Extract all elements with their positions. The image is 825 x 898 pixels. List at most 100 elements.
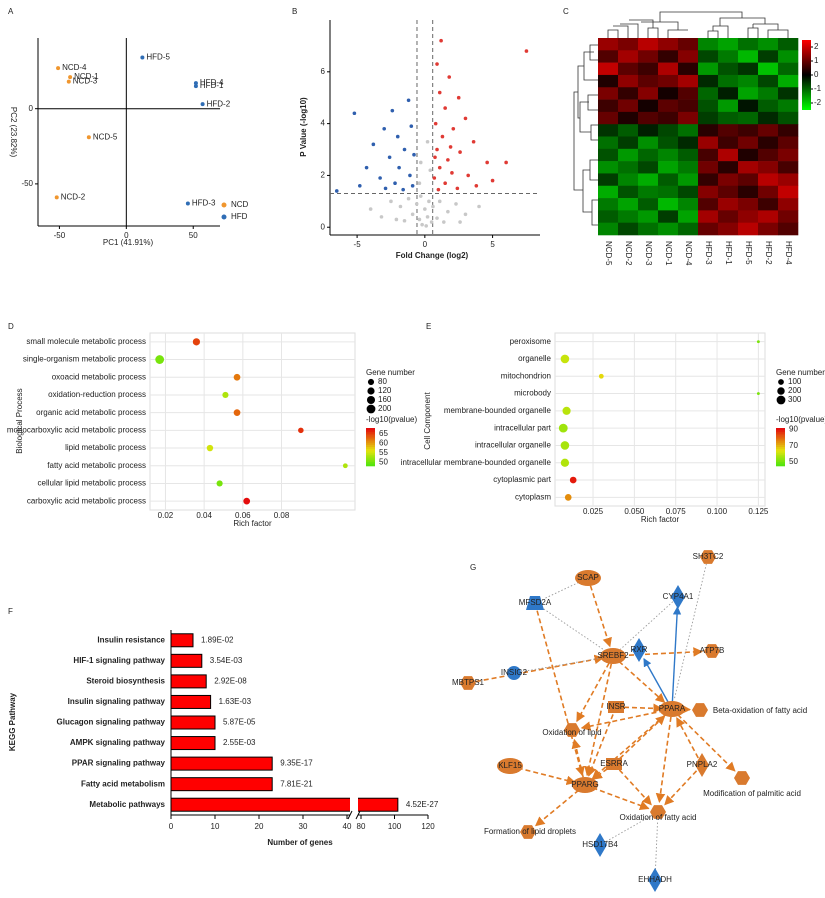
point: [431, 204, 435, 209]
column-label: HFD-5: [744, 241, 753, 265]
node: [497, 758, 523, 774]
point: [485, 160, 489, 165]
pvalue-label: 5.87E-05: [223, 718, 256, 727]
node: [700, 550, 716, 564]
heat-cell: [738, 124, 759, 137]
point: [140, 55, 145, 60]
point-label: HFD-5: [146, 53, 170, 62]
heat-cell: [758, 185, 779, 199]
point: [429, 220, 434, 224]
heat-cell: [658, 99, 679, 113]
pvalue-label: 2.92E-08: [214, 676, 247, 685]
point: [477, 204, 481, 209]
category-label: oxidation-reduction process: [48, 390, 146, 399]
heat-cell: [678, 185, 699, 199]
heat-cell: [658, 198, 679, 211]
heat-cell: [598, 74, 619, 88]
legend-colorbar: [776, 450, 785, 453]
category-label: Metabolic pathways: [89, 800, 165, 809]
column-label: HFD-4: [784, 241, 793, 265]
legend-colorbar: [366, 464, 375, 467]
point: [446, 158, 450, 162]
point: [352, 111, 357, 116]
legend-colorbar: [366, 441, 375, 444]
heat-cell: [698, 148, 719, 162]
legend-label: 160: [378, 395, 392, 404]
heat-cell: [778, 99, 799, 113]
point: [418, 194, 423, 198]
point: [504, 160, 508, 165]
colorbar-label: 1: [814, 56, 819, 65]
legend-colorbar: [776, 433, 785, 436]
dot: [206, 444, 214, 452]
category-label: fatty acid metabolic process: [47, 461, 146, 470]
heat-cell: [658, 136, 679, 150]
point: [437, 199, 442, 204]
heat-cell: [718, 161, 739, 174]
legend-title: Gene number: [366, 368, 415, 377]
category-label: lipid metabolic process: [65, 443, 146, 452]
point: [463, 116, 468, 121]
legend-label: 200: [378, 404, 392, 413]
heat-cell: [638, 173, 659, 187]
heat-cell: [598, 222, 619, 236]
heat-cell: [778, 185, 799, 199]
heat-cell: [658, 74, 679, 88]
heat-cell: [758, 111, 779, 125]
x-tick-label: 20: [255, 822, 264, 831]
legend-colorbar: [776, 448, 785, 452]
edge: [620, 596, 679, 650]
x-tick-label: 0.050: [624, 507, 645, 516]
heat-cell: [758, 136, 779, 150]
point: [86, 135, 91, 140]
dot: [216, 480, 223, 487]
legend-colorbar: [366, 445, 375, 448]
node-label: Beta-oxidation of fatty acid: [713, 706, 807, 715]
legend-title: Gene number: [776, 368, 825, 377]
heat-cell: [638, 62, 659, 76]
heat-cell: [698, 210, 719, 223]
point: [193, 81, 198, 86]
point: [451, 126, 456, 131]
heat-cell: [718, 222, 739, 236]
node-label: PPARG: [571, 780, 598, 789]
heat-cell: [618, 136, 639, 150]
bar: [170, 797, 399, 812]
heat-cell: [698, 124, 719, 137]
legend-colorbar: [776, 454, 785, 457]
node: [507, 666, 521, 680]
panel-letter: D: [8, 322, 14, 331]
category-label: Glucagon signaling pathway: [57, 718, 166, 727]
point: [402, 147, 407, 152]
legend-colorbar: [366, 460, 375, 463]
point: [418, 160, 423, 165]
point: [463, 212, 468, 217]
heat-cell: [598, 124, 619, 137]
point: [424, 224, 428, 228]
point: [455, 186, 460, 191]
heat-cell: [678, 74, 699, 88]
x-tick-label: 5: [490, 240, 495, 249]
x-tick-label: -50: [54, 231, 66, 240]
heat-cell: [778, 111, 799, 125]
node: [704, 644, 720, 658]
pvalue-label: 1.89E-02: [201, 635, 234, 644]
node-label: INSIG2: [501, 668, 528, 677]
legend-label: 65: [379, 429, 388, 438]
legend-colorbar: [776, 431, 785, 434]
heat-cell: [738, 185, 759, 199]
edge: [676, 716, 703, 766]
category-label: Insulin signaling pathway: [68, 697, 166, 706]
heat-cell: [778, 74, 799, 88]
heat-cell: [738, 74, 759, 88]
column-label: NCD-5: [604, 241, 613, 266]
point: [456, 95, 461, 100]
heat-cell: [658, 124, 679, 137]
heat-cell: [718, 198, 739, 211]
heat-cell: [698, 173, 719, 187]
bar: [170, 653, 203, 668]
edge: [599, 816, 650, 846]
point: [450, 171, 454, 175]
heat-cell: [658, 185, 679, 199]
dot: [756, 340, 760, 344]
